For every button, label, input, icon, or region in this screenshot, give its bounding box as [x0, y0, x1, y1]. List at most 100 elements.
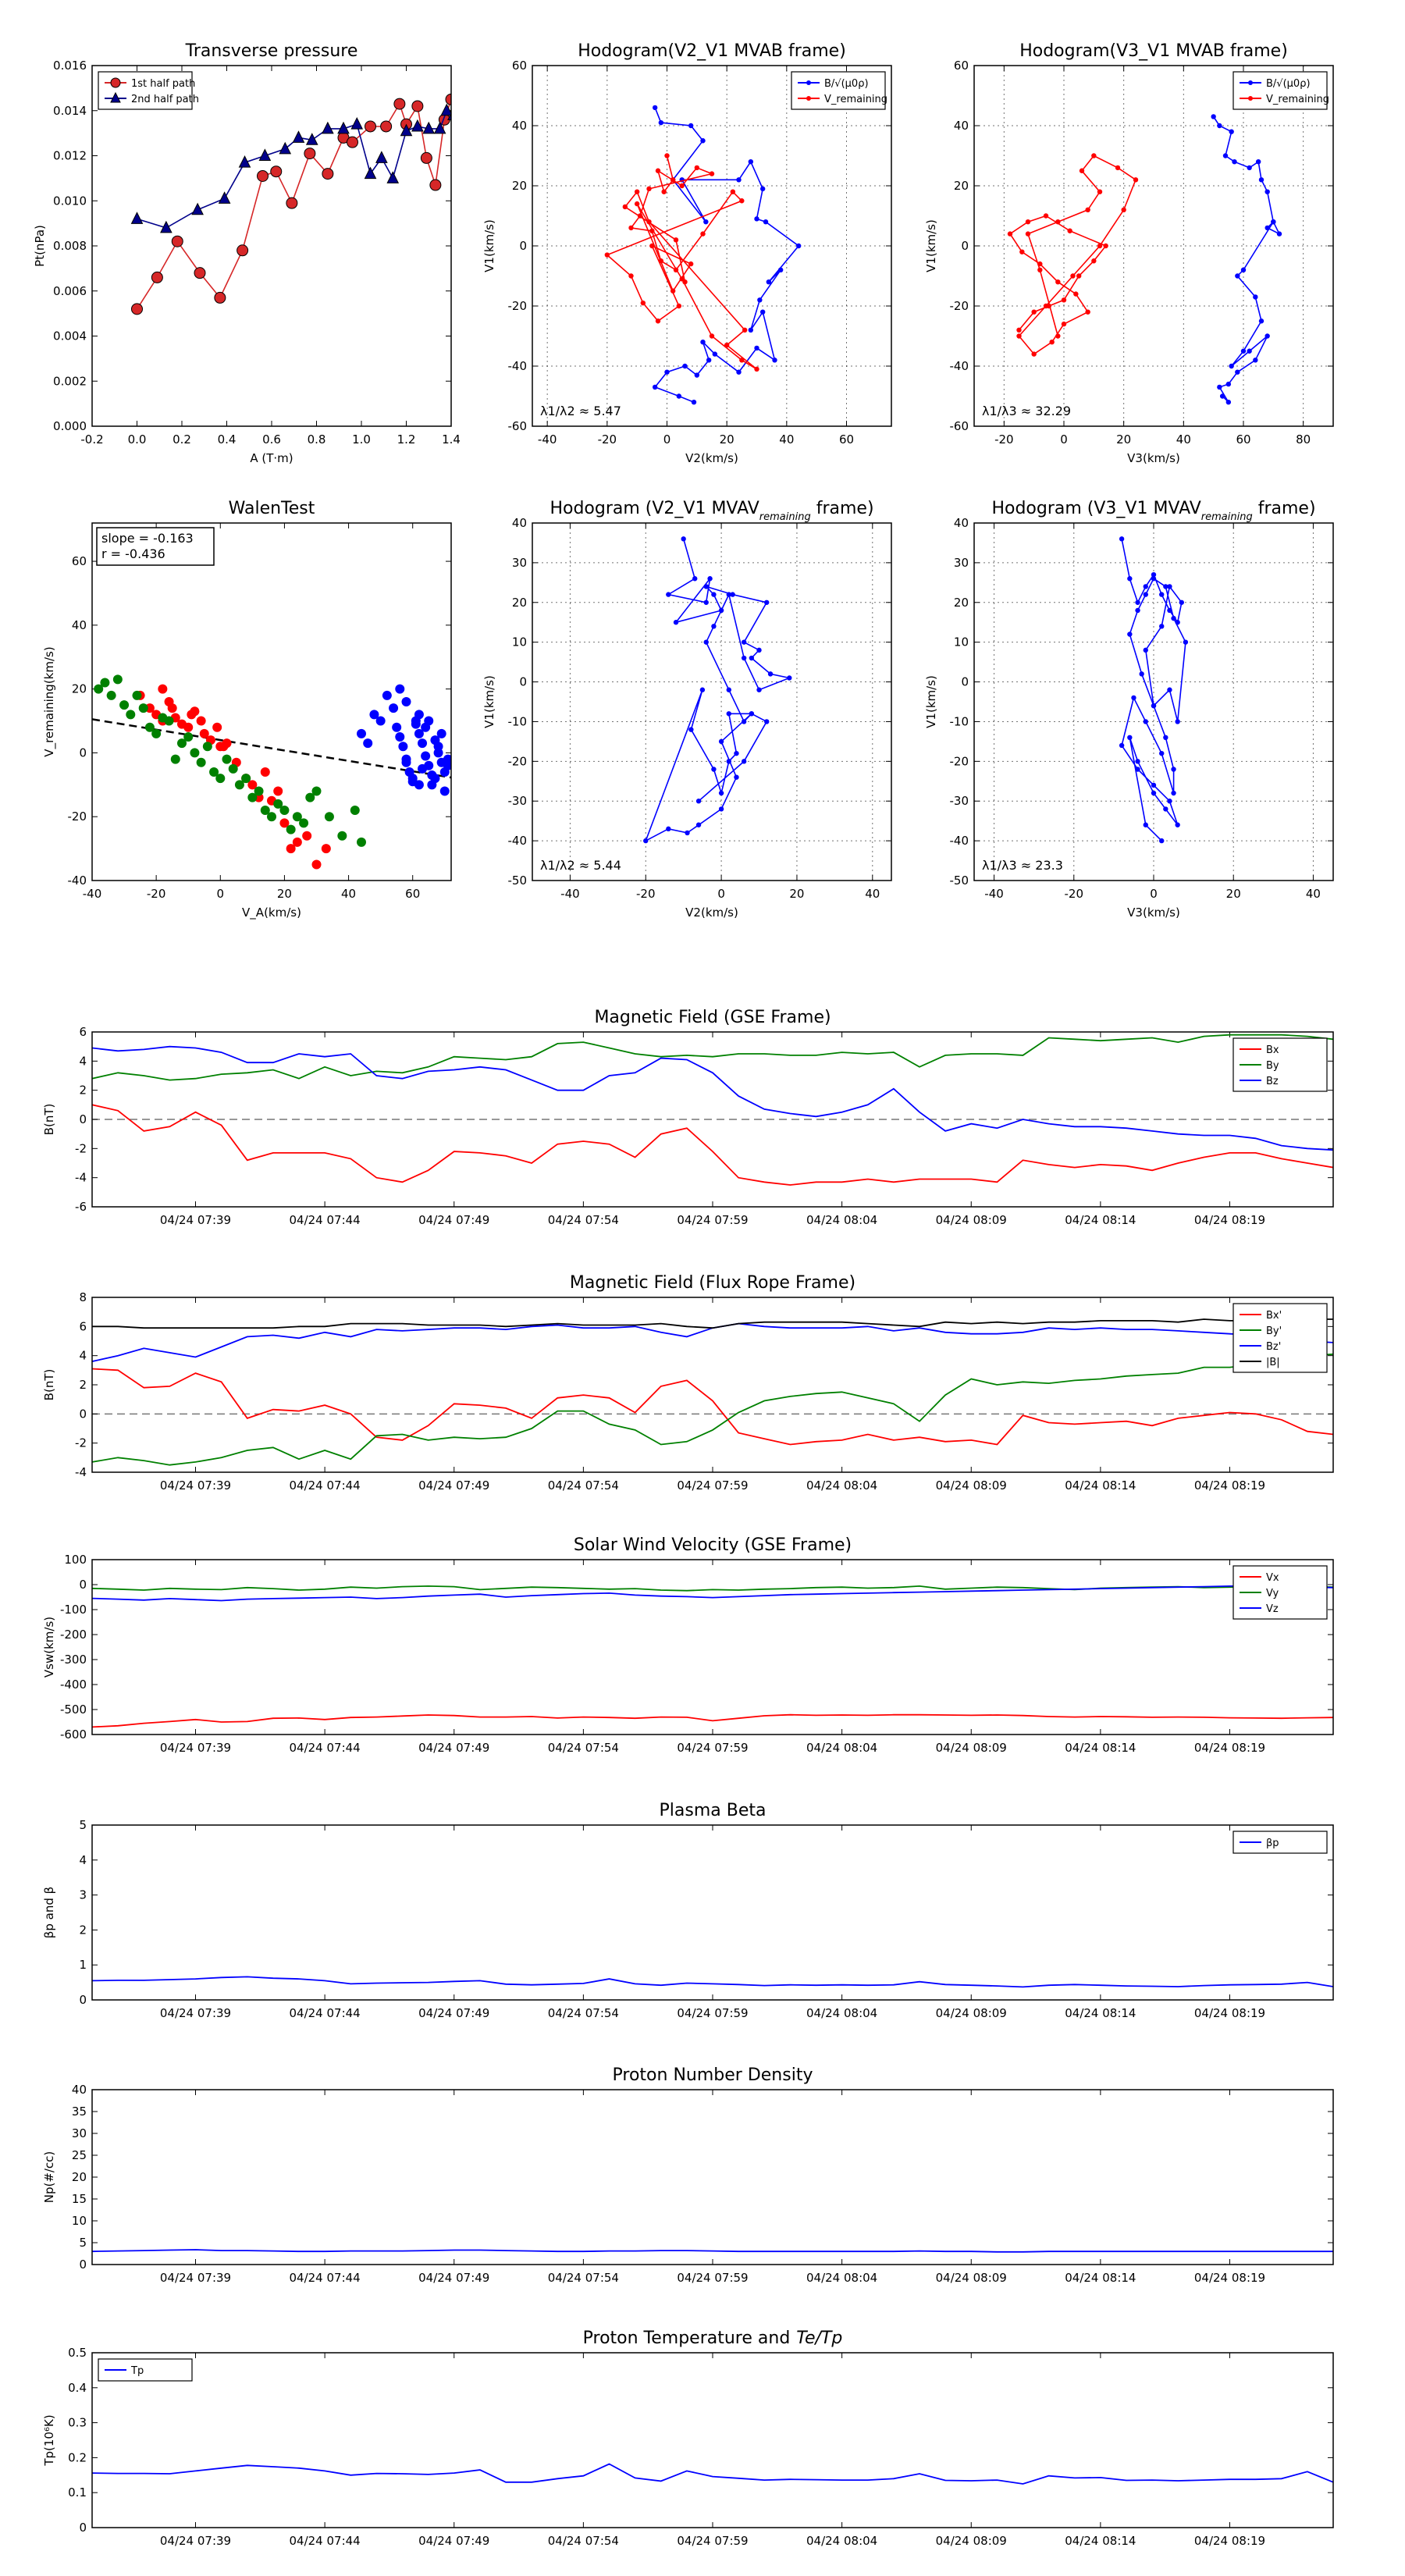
data-point — [649, 228, 655, 233]
data-point — [1253, 358, 1258, 363]
data-point — [1151, 790, 1157, 796]
x-tick-label: 04/24 07:49 — [418, 1213, 489, 1227]
data-point — [1240, 267, 1247, 272]
x-tick-label: 1.0 — [352, 432, 371, 447]
data-point — [286, 844, 296, 854]
data-point — [1219, 393, 1225, 399]
data-point — [1067, 228, 1072, 233]
legend-label: By' — [1266, 1325, 1282, 1337]
y-tick-label: 0 — [961, 239, 969, 253]
data-point — [749, 655, 755, 661]
walen-test: WalenTest -40 -20 0 20 40 60 -40 -20 0 20 40 60 V_A(k… — [42, 499, 452, 920]
y-tick-label: -4 — [75, 1465, 87, 1479]
data-point — [380, 120, 393, 133]
data-point — [711, 624, 717, 629]
data-point — [94, 684, 104, 694]
x-tick-label: 04/24 08:04 — [806, 1741, 877, 1755]
data-point — [1247, 165, 1252, 171]
data-point — [292, 812, 302, 822]
axes-frame — [91, 1559, 1334, 1735]
data-point — [643, 838, 649, 844]
data-point — [700, 138, 706, 144]
legend-label: B/√(μ0ρ) — [824, 78, 869, 90]
data-point — [389, 703, 399, 713]
y-tick-label: 3 — [79, 1888, 87, 1902]
data-point — [673, 620, 679, 625]
legend-label: βp — [1266, 1838, 1279, 1849]
data-point — [1143, 584, 1148, 589]
y-tick-label: 35 — [72, 2105, 87, 2119]
data-point — [273, 786, 283, 796]
y-tick-label: 40 — [512, 516, 527, 530]
x-axis-label: A (T·m) — [250, 451, 293, 465]
chart-title: Hodogram (V2_V1 MVAVremaining frame) — [550, 499, 873, 523]
data-point — [1007, 231, 1013, 237]
data-point — [711, 592, 717, 597]
x-tick-label: 04/24 07:39 — [160, 2534, 231, 2548]
y-tick-label: -40 — [68, 873, 87, 888]
data-point — [177, 738, 187, 749]
y-tick-label: -40 — [508, 834, 528, 848]
plot-area — [532, 523, 891, 881]
data-point — [445, 93, 451, 105]
data-point — [1163, 806, 1168, 812]
data-point — [726, 759, 731, 764]
legend-label: Bz — [1266, 1076, 1279, 1087]
y-tick-label: 0 — [79, 2521, 87, 2535]
data-point — [357, 728, 366, 738]
data-point — [1159, 750, 1165, 756]
data-point — [694, 372, 700, 378]
data-point — [219, 742, 229, 752]
annotation-box — [96, 527, 215, 566]
series-line — [644, 539, 792, 842]
data-point — [234, 780, 244, 790]
legend-label: V_remaining — [824, 94, 887, 105]
data-point — [1070, 273, 1076, 279]
x-tick-label: 04/24 07:49 — [418, 2534, 489, 2548]
data-point — [692, 576, 698, 582]
legend-label: Vx — [1266, 1572, 1279, 1584]
data-point — [1135, 607, 1140, 614]
fit-line — [92, 718, 451, 779]
y-tick-label: -20 — [508, 299, 528, 313]
y-tick-label: 0.008 — [53, 239, 87, 253]
data-point — [754, 366, 759, 372]
y-tick-label: -50 — [950, 873, 969, 888]
series-line — [92, 1976, 1333, 1988]
hodogram-v2-v1-mvab: Hodogram(V2_V1 MVAB frame) -60 -40 -20 0 20 40… — [482, 41, 892, 465]
data-point — [258, 148, 272, 161]
data-point — [365, 120, 376, 133]
y-tick-label: -10 — [950, 714, 969, 728]
x-tick-label: 04/24 08:14 — [1065, 2534, 1136, 2548]
y-tick-label: 0.014 — [53, 104, 87, 118]
data-point — [688, 261, 694, 267]
data-point — [436, 728, 446, 738]
data-point — [418, 738, 428, 749]
magnetic-field-flux-rope: Magnetic Field (Flux Rope Frame) -4 -2 0 2 4 6… — [42, 1273, 1334, 1493]
data-point — [382, 690, 392, 700]
data-point — [398, 742, 408, 752]
legend-label: |B| — [1266, 1357, 1280, 1368]
series-line — [92, 1368, 1333, 1446]
x-tick-label: 04/24 08:19 — [1194, 2006, 1265, 2020]
data-point — [279, 141, 292, 155]
legend-marker — [110, 77, 121, 88]
data-point — [703, 600, 709, 605]
data-point — [237, 244, 249, 257]
axes-frame — [91, 1031, 1334, 1208]
data-point — [742, 327, 748, 333]
data-point — [1175, 620, 1180, 625]
data-point — [324, 812, 334, 822]
y-axis-label: B(nT) — [42, 1104, 56, 1136]
x-tick-label: 04/24 08:14 — [1065, 1741, 1136, 1755]
data-point — [411, 119, 424, 132]
x-tick-label: 0.4 — [218, 432, 237, 447]
y-axis-label: Np(#/cc) — [42, 2151, 56, 2204]
y-tick-label: 0.000 — [53, 419, 87, 433]
y-tick-label: 2 — [79, 1083, 87, 1098]
y-tick-label: -2 — [75, 1141, 87, 1155]
y-tick-label: -50 — [508, 873, 528, 888]
data-point — [260, 767, 270, 777]
data-point — [703, 584, 709, 589]
data-point — [756, 647, 762, 653]
